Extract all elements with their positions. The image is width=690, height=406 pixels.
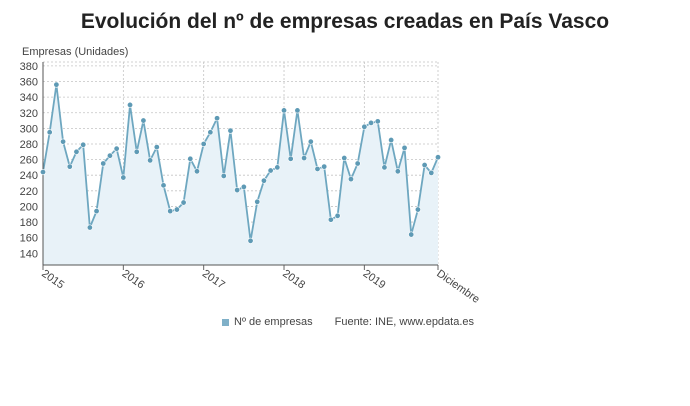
data-point	[314, 165, 321, 172]
data-point	[321, 163, 328, 170]
y-tick-label: 360	[20, 77, 38, 89]
y-tick-label: 140	[20, 248, 38, 260]
data-point	[66, 163, 73, 170]
data-point	[227, 127, 234, 134]
data-point	[127, 101, 134, 108]
data-point	[93, 208, 100, 215]
data-point	[133, 148, 140, 155]
data-point	[240, 183, 247, 190]
x-tick-label: 2019	[361, 268, 388, 292]
y-tick-label: 300	[20, 123, 38, 135]
data-point	[207, 129, 214, 136]
y-tick-label: 240	[20, 170, 38, 182]
data-point	[428, 169, 435, 176]
data-point	[160, 182, 167, 189]
data-point	[60, 138, 67, 145]
data-point	[414, 206, 421, 213]
x-tick-label: Diciembre	[434, 268, 481, 306]
data-point	[388, 137, 395, 144]
data-point	[394, 168, 401, 175]
x-tick-label: 2016	[120, 268, 147, 292]
data-point	[401, 144, 408, 151]
data-point	[100, 160, 107, 167]
data-point	[354, 160, 361, 167]
data-point	[408, 231, 415, 238]
legend-series-label: Nº de empresas	[234, 316, 313, 328]
y-tick-label: 220	[20, 186, 38, 198]
x-tick-label: 2018	[280, 268, 307, 292]
data-point	[361, 123, 368, 130]
data-point	[247, 237, 254, 244]
data-point	[106, 152, 113, 159]
legend: Nº de empresas Fuente: INE, www.epdata.e…	[222, 316, 474, 328]
y-tick-label: 180	[20, 217, 38, 229]
data-point	[46, 129, 53, 136]
data-point	[193, 168, 200, 175]
y-axis-label: Empresas (Unidades)	[22, 46, 128, 58]
data-point	[173, 206, 180, 213]
data-point	[73, 148, 80, 155]
data-point	[187, 155, 194, 162]
x-tick-label: 2015	[39, 268, 66, 292]
data-point	[147, 157, 154, 164]
y-tick-label: 340	[20, 92, 38, 104]
data-point	[341, 155, 348, 162]
data-point	[80, 141, 87, 148]
y-tick-label: 200	[20, 201, 38, 213]
data-point	[421, 162, 428, 169]
data-point	[180, 199, 187, 206]
data-point	[334, 212, 341, 219]
data-point	[120, 174, 127, 181]
data-point	[267, 167, 274, 174]
data-point	[254, 198, 261, 205]
data-point	[281, 107, 288, 114]
data-point	[381, 164, 388, 171]
data-point	[287, 155, 294, 162]
data-point	[167, 208, 174, 215]
chart-title: Evolución del nº de empresas creadas en …	[80, 10, 610, 33]
data-point	[434, 154, 441, 161]
y-tick-label: 380	[20, 61, 38, 73]
data-point	[347, 176, 354, 183]
data-point	[140, 117, 147, 124]
data-point	[220, 172, 227, 179]
data-point	[200, 140, 207, 147]
data-point	[260, 177, 267, 184]
data-point	[368, 119, 375, 126]
data-point	[153, 144, 160, 151]
data-point	[294, 107, 301, 114]
data-point	[301, 155, 308, 162]
legend-swatch	[222, 318, 229, 326]
y-tick-label: 320	[20, 108, 38, 120]
data-point	[327, 216, 334, 223]
data-point	[113, 145, 120, 152]
x-tick-label: 2017	[200, 268, 227, 292]
y-tick-label: 280	[20, 139, 38, 151]
data-point	[39, 169, 46, 176]
data-point	[274, 164, 281, 171]
source-note: Fuente: INE, www.epdata.es	[334, 316, 475, 328]
data-point	[374, 118, 381, 125]
data-point	[214, 115, 221, 122]
data-point	[86, 224, 93, 231]
data-point	[53, 81, 60, 88]
data-point	[307, 138, 314, 145]
y-tick-label: 260	[20, 155, 38, 167]
y-tick-label: 160	[20, 233, 38, 245]
data-point	[234, 187, 241, 194]
